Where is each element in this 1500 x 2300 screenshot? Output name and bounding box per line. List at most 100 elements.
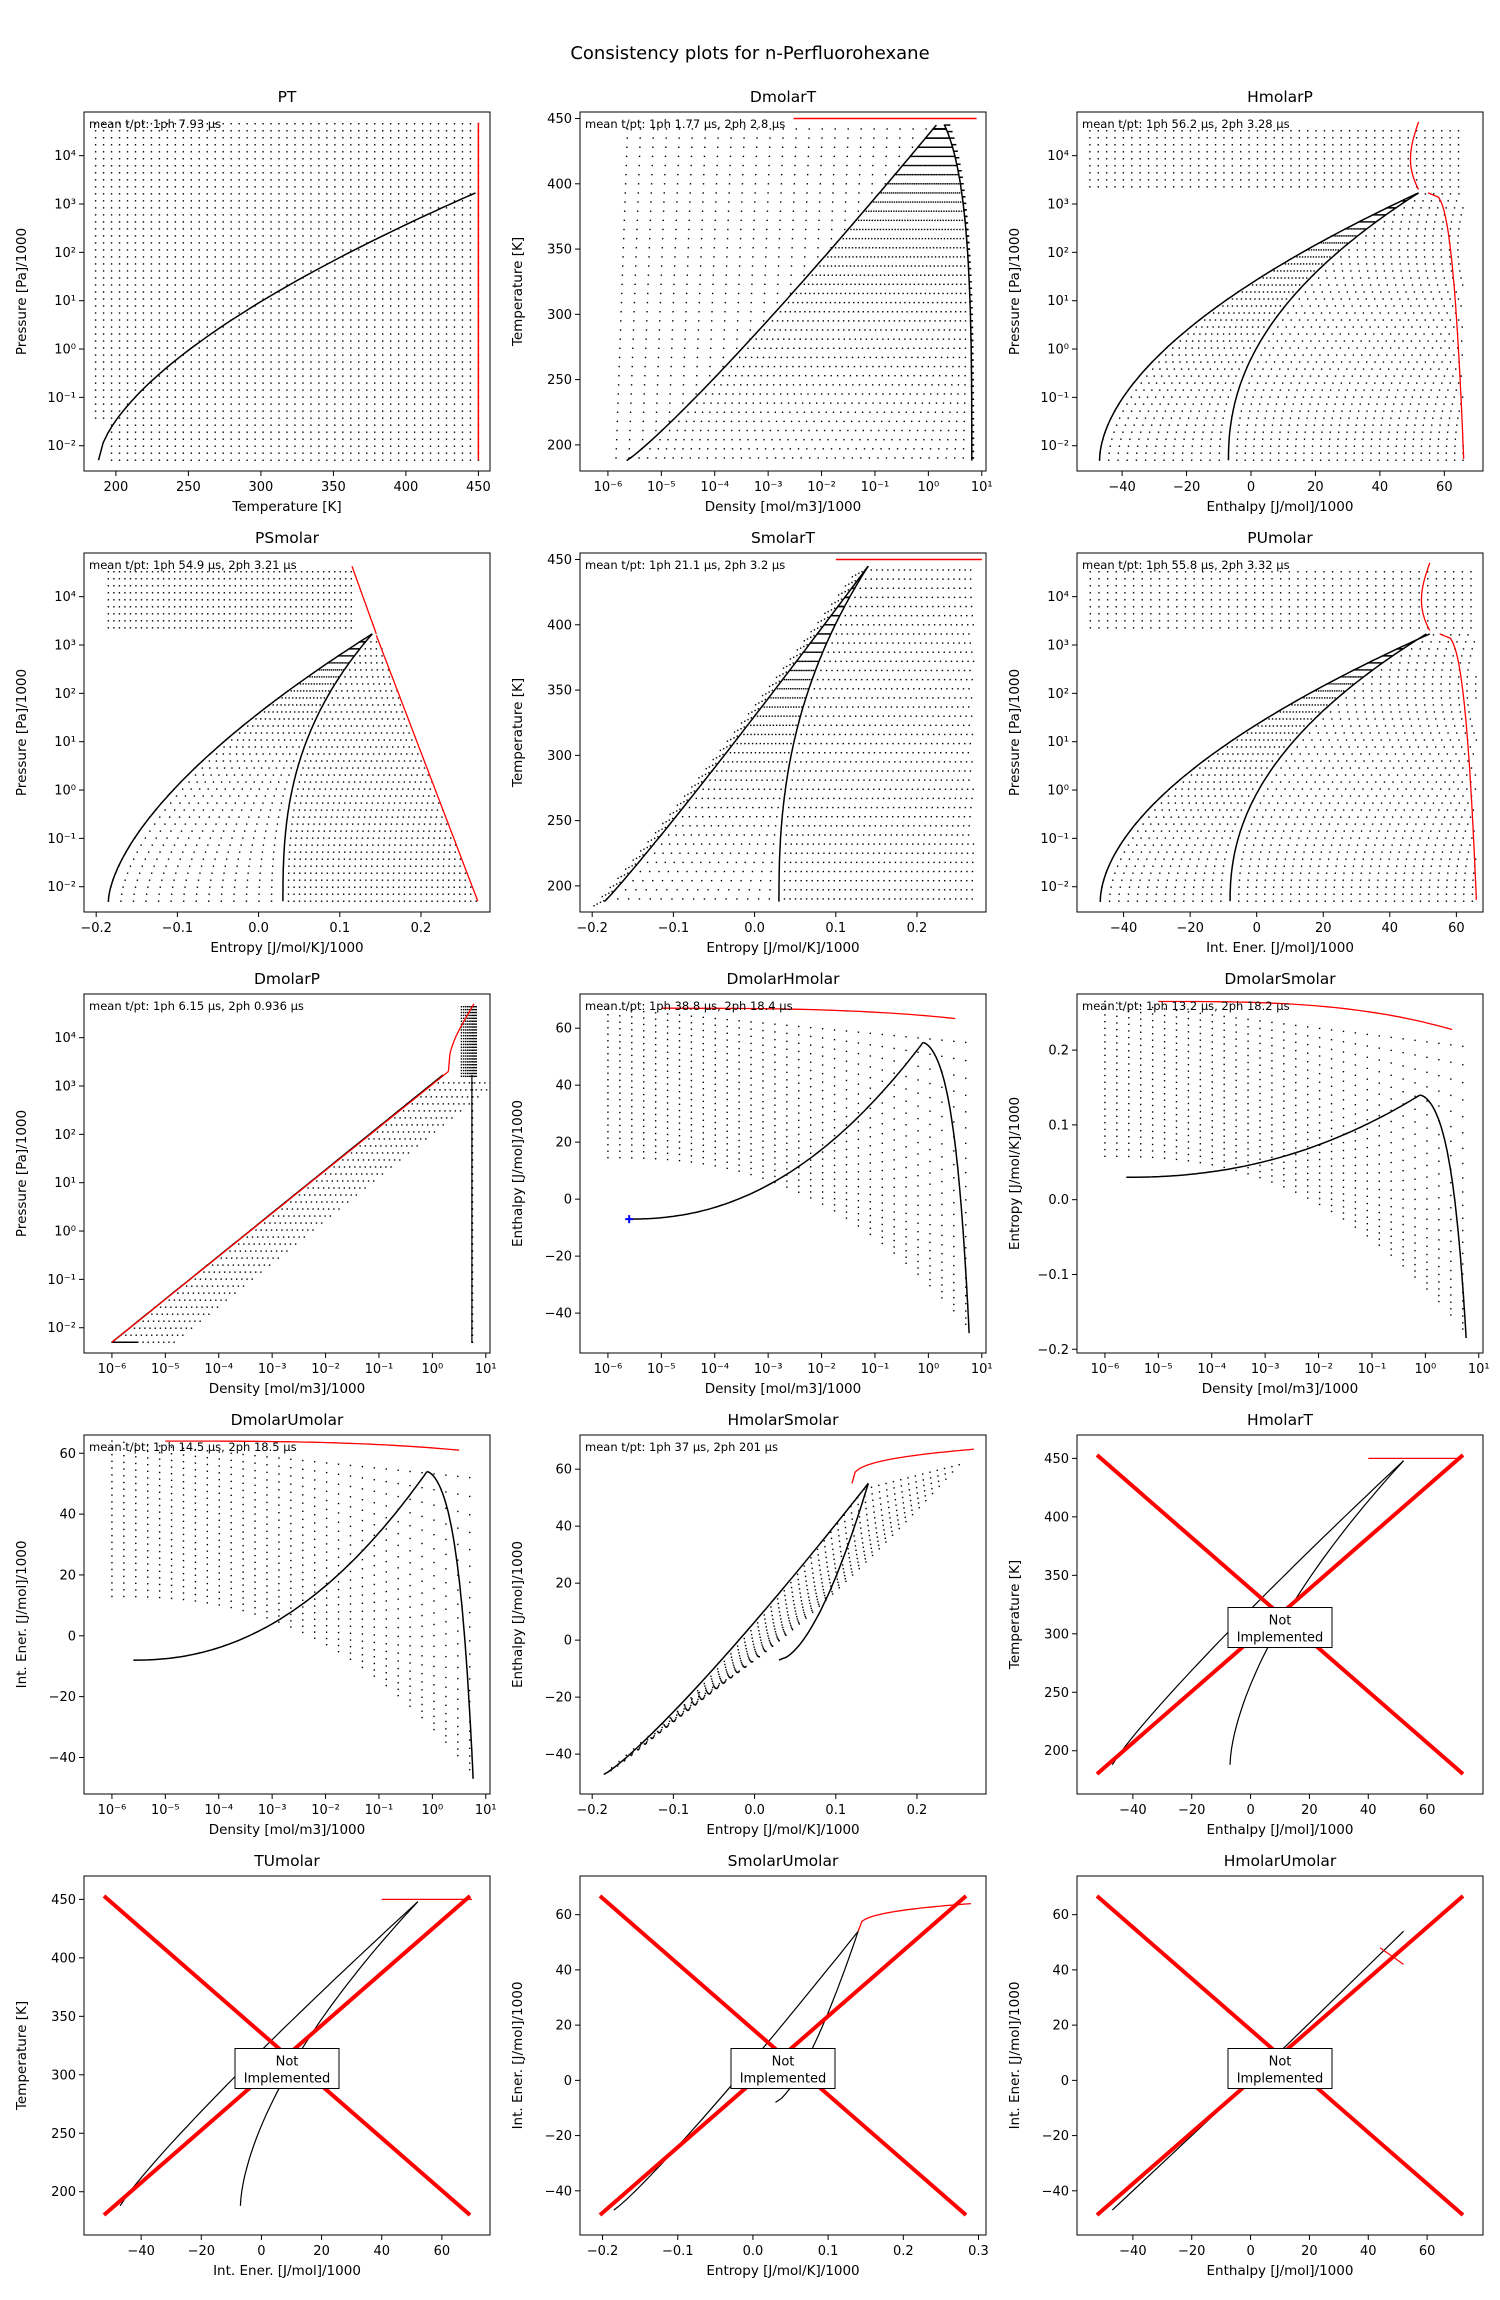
data-point [713,237,716,240]
data-point [723,457,726,459]
data-point [879,274,882,276]
data-point [722,356,725,359]
data-point [784,329,787,331]
data-point [310,438,312,440]
data-point [206,207,208,209]
data-point [246,144,248,146]
data-point [437,158,440,160]
data-point [894,457,896,459]
data-point [898,256,901,258]
data-point [951,283,954,286]
data-point [955,311,957,313]
data-point [166,347,169,349]
data-point [893,320,896,322]
data-point [358,193,360,195]
data-point [909,429,911,432]
data-point [929,448,932,450]
data-point [911,155,914,158]
data-point [214,277,216,279]
y-tick-label: 450 [547,112,572,127]
data-point [110,445,113,447]
data-point [912,183,914,185]
data-point [222,256,224,258]
data-point [270,214,272,216]
data-point [405,417,408,419]
data-point [318,445,320,447]
data-point [158,158,161,160]
data-point [730,128,733,130]
data-point [737,301,739,304]
data-point [890,347,892,349]
data-point [868,375,871,377]
data-point [126,340,129,342]
data-point [358,396,360,398]
data-point [830,247,832,249]
data-point [833,311,835,313]
data-point [884,183,886,185]
data-point [302,214,304,216]
data-point [717,128,720,130]
data-point [857,201,860,203]
data-point [358,263,360,265]
data-point [900,173,902,176]
data-point [198,319,200,321]
data-point [963,438,965,441]
data-point [126,256,129,258]
data-point [198,277,200,279]
data-point [660,292,662,295]
data-point [916,429,919,432]
data-point [469,235,472,237]
data-point [294,172,296,174]
data-point [326,144,328,146]
data-point [793,173,796,176]
data-point [286,256,288,258]
data-point [918,155,920,158]
data-point [366,186,368,188]
data-point [382,382,384,384]
data-point [895,256,897,258]
data-point [190,207,192,209]
data-point [302,151,304,153]
data-point [110,200,113,202]
data-point [318,382,320,384]
data-point [914,173,917,176]
data-point [918,228,920,231]
data-point [946,292,949,295]
data-point [238,438,240,440]
data-point [949,247,952,249]
data-point [238,256,240,258]
data-point [971,313,973,316]
data-point [964,347,967,349]
data-point [766,210,769,212]
data-point [374,235,376,237]
data-point [182,277,185,279]
data-point [794,311,796,313]
data-point [405,123,408,125]
data-point [110,326,113,328]
data-point [726,247,728,249]
data-point [669,402,671,404]
data-point [174,256,177,258]
data-point [246,375,248,377]
data-point [690,164,692,167]
data-point [866,292,869,295]
data-point [926,283,928,286]
data-point [214,249,216,251]
data-point [469,151,472,153]
data-point [1336,445,1339,447]
data-point [891,228,893,231]
data-point [1202,431,1204,433]
data-point [334,403,336,405]
data-point [254,270,256,272]
data-point [890,237,892,240]
data-point [959,237,961,240]
data-point [174,333,177,335]
data-point [804,347,806,349]
data-point [389,382,392,384]
data-point [190,431,192,433]
data-point [662,228,664,231]
data-point [445,389,448,391]
data-point [967,235,970,237]
data-point [820,283,822,286]
data-point [629,411,632,413]
